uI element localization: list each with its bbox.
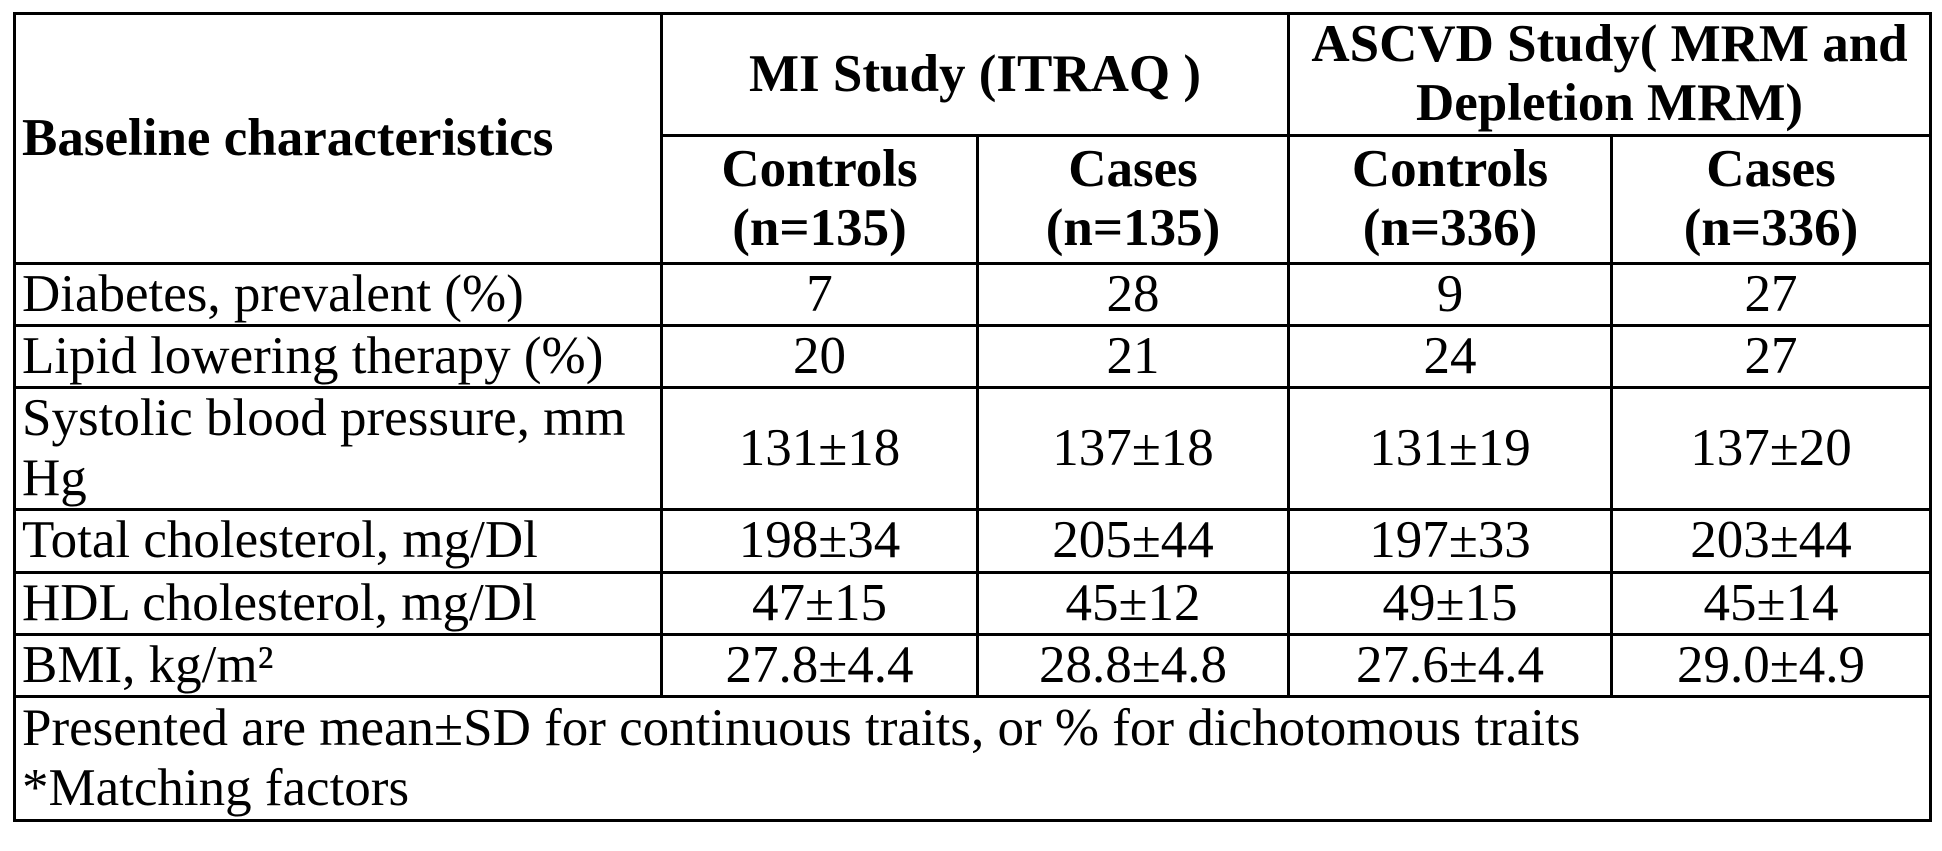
row-label: HDL cholesterol, mg/Dl [13, 570, 663, 636]
table-footnotes: Presented are mean±SD for continuous tra… [13, 695, 1932, 823]
data-cell: 45±12 [976, 570, 1290, 636]
data-cell: 28.8±4.8 [976, 632, 1290, 699]
data-cell: 205±44 [976, 508, 1290, 574]
corner-header: Baseline characteristics [13, 12, 663, 265]
sub-header-mi-controls: Controls (n=135) [660, 133, 979, 265]
data-cell: 27.6±4.4 [1287, 632, 1613, 699]
data-cell: 9 [1287, 261, 1613, 328]
data-cell: 137±18 [976, 386, 1290, 512]
data-cell: 131±19 [1287, 386, 1613, 512]
data-cell: 27.8±4.4 [660, 632, 979, 699]
footnote-row: Presented are mean±SD for continuous tra… [13, 695, 1932, 823]
footnote-line: *Matching factors [22, 758, 410, 817]
group-header-row: Baseline characteristics MI Study (ITRAQ… [13, 12, 1932, 265]
row-label: Diabetes, prevalent (%) [13, 261, 663, 328]
row-label: Lipid lowering therapy (%) [13, 324, 663, 390]
row-label: Systolic blood pressure, mm Hg [13, 386, 663, 512]
table-row: Diabetes, prevalent (%) 7 28 9 27 [13, 261, 1932, 328]
data-cell: 131±18 [660, 386, 979, 512]
data-cell: 7 [660, 261, 979, 328]
data-cell: 197±33 [1287, 508, 1613, 574]
data-cell: 137±20 [1610, 386, 1932, 512]
data-cell: 47±15 [660, 570, 979, 636]
table-row: Systolic blood pressure, mm Hg 131±18 13… [13, 386, 1932, 512]
sub-header-ascvd-controls: Controls (n=336) [1287, 133, 1613, 265]
table-row: BMI, kg/m² 27.8±4.4 28.8±4.8 27.6±4.4 29… [13, 632, 1932, 699]
table-row: HDL cholesterol, mg/Dl 47±15 45±12 49±15… [13, 570, 1932, 636]
data-cell: 45±14 [1610, 570, 1932, 636]
data-cell: 29.0±4.9 [1610, 632, 1932, 699]
data-cell: 20 [660, 324, 979, 390]
sub-header-ascvd-cases: Cases (n=336) [1610, 133, 1932, 265]
group-header-ascvd-study: ASCVD Study( MRM and Depletion MRM) [1287, 12, 1932, 137]
row-label: Total cholesterol, mg/Dl [13, 508, 663, 574]
data-cell: 21 [976, 324, 1290, 390]
data-cell: 203±44 [1610, 508, 1932, 574]
data-cell: 27 [1610, 261, 1932, 328]
table-row: Lipid lowering therapy (%) 20 21 24 27 [13, 324, 1932, 390]
sub-header-mi-cases: Cases (n=135) [976, 133, 1290, 265]
data-cell: 28 [976, 261, 1290, 328]
table-row: Total cholesterol, mg/Dl 198±34 205±44 1… [13, 508, 1932, 574]
sub-header-row: Controls (n=135) Cases (n=135) Controls … [15, 133, 1932, 265]
data-cell: 198±34 [660, 508, 979, 574]
data-cell: 24 [1287, 324, 1613, 390]
group-header-mi-study: MI Study (ITRAQ ) [660, 12, 1290, 137]
row-label: BMI, kg/m² [13, 632, 663, 699]
data-cell: 27 [1610, 324, 1932, 390]
baseline-characteristics-table: Baseline characteristics MI Study (ITRAQ… [13, 12, 1932, 823]
data-cell: 49±15 [1287, 570, 1613, 636]
footnote-line: Presented are mean±SD for continuous tra… [22, 699, 1581, 758]
